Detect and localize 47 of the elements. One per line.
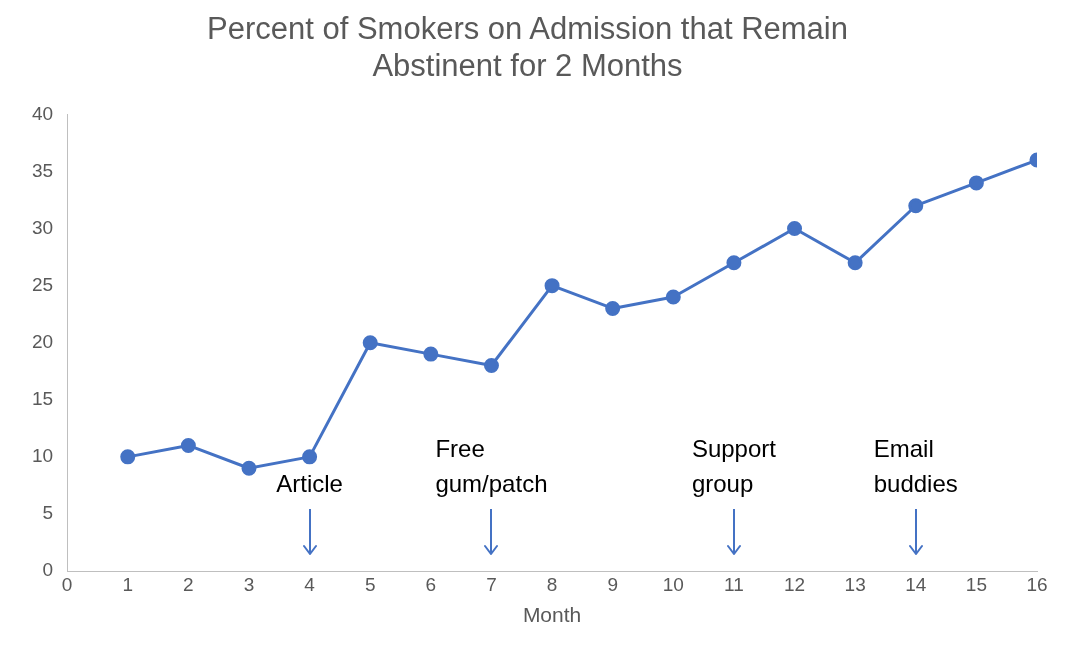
- point: [180, 437, 196, 453]
- x-tick-label: 14: [905, 573, 927, 595]
- chart-title: Percent of Smokers on Admission that Remain Abstinent for 2 Months: [207, 11, 848, 84]
- point: [423, 346, 439, 362]
- ref-line-label: Article: [276, 469, 343, 497]
- x-tick-label: 6: [425, 573, 437, 595]
- point: [665, 289, 681, 305]
- x-tick-label: 16: [1026, 573, 1048, 595]
- x-tick-label: 5: [364, 573, 376, 595]
- point: [605, 300, 621, 316]
- point: [847, 255, 863, 271]
- y-tick-label: 5: [42, 502, 54, 524]
- x-tick-label: 9: [607, 573, 618, 595]
- x-tick-label: 3: [243, 573, 255, 595]
- y-tick-label: 10: [31, 445, 54, 467]
- x-axis-title: Month: [522, 603, 582, 627]
- point: [362, 335, 378, 351]
- point: [544, 278, 560, 294]
- y-tick-label: 15: [31, 388, 54, 410]
- x-tick-label: 4: [304, 573, 316, 595]
- x-tick-label: 2: [183, 573, 194, 595]
- y-tick-label: 40: [31, 102, 54, 124]
- y-tick-label: 30: [31, 216, 54, 238]
- y-tick-label: 0: [42, 559, 54, 581]
- point: [787, 221, 803, 237]
- x-tick-label: 8: [546, 573, 558, 595]
- x-tick-label: 1: [122, 573, 134, 595]
- x-tick-label: 13: [844, 573, 866, 595]
- point: [302, 449, 318, 465]
- point: [483, 358, 499, 374]
- x-tick-label: 7: [486, 573, 497, 595]
- point: [726, 255, 742, 271]
- x-tick-label: 0: [61, 573, 73, 595]
- y-tick-label: 25: [31, 273, 54, 295]
- ref-line-label: Email buddies: [873, 434, 958, 497]
- point: [908, 198, 924, 214]
- point: [120, 449, 136, 465]
- point: [968, 175, 984, 191]
- ref-line-label: Support group: [691, 434, 777, 497]
- x-tick-label: 15: [965, 573, 987, 595]
- x-tick-label: 10: [662, 573, 684, 595]
- y-tick-label: 35: [31, 159, 54, 181]
- x-tick-label: 11: [724, 573, 744, 595]
- y-tick-label: 20: [31, 330, 54, 352]
- x-tick-label: 12: [783, 573, 806, 595]
- ref-line-label: Free gum/patch: [435, 434, 548, 497]
- point: [241, 460, 257, 476]
